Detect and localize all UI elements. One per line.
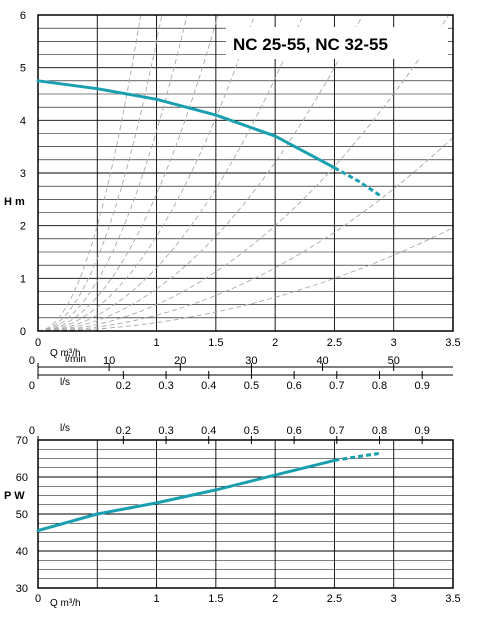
ls-tick-label: 0.7 [329, 425, 344, 437]
x-tick-label: 2 [272, 337, 278, 349]
lmin-tick-label: 20 [174, 355, 186, 367]
head-x-tick-labels: 0 1 1.5 2 2.5 3 3.5 [35, 337, 461, 349]
ls-axis-ticks-bottom: 0 0.2 0.3 0.4 0.5 0.6 0.7 0.8 0.9 [29, 425, 430, 444]
x-tick-label: 2.5 [327, 593, 342, 605]
curve-dashed [334, 451, 383, 462]
ls-tick-label: 0.5 [244, 425, 259, 437]
head-chart-grid [38, 15, 453, 331]
y-tick-label: 60 [16, 472, 28, 484]
head-y-tick-labels: 0 1 2 3 4 5 6 [20, 10, 26, 338]
title-background [226, 27, 448, 59]
curve-dashed [333, 166, 383, 198]
curve-solid [36, 458, 336, 533]
power-y-tick-labels: 30 40 50 60 70 [16, 435, 28, 595]
ls-axis-label-top: l/s [60, 377, 70, 388]
lmin-axis-ticks: 0 10 20 30 40 50 [29, 355, 400, 371]
system-curve [38, 137, 453, 331]
power-x-tick-labels: 0 1 1.5 2 2.5 3 3.5 [35, 593, 461, 605]
system-curve [38, 15, 450, 331]
power-chart-frame [37, 439, 454, 589]
power-curve-group [36, 451, 383, 533]
y-tick-label: 5 [20, 63, 26, 75]
lmin-tick-label: 40 [316, 355, 328, 367]
ls-tick-label: 0.2 [116, 425, 131, 437]
x-tick-label: 1 [154, 337, 160, 349]
system-curve [38, 15, 188, 331]
x-tick-label: 3 [391, 337, 397, 349]
x-tick-label: 3.5 [445, 337, 460, 349]
x-tick-label: 2 [272, 593, 278, 605]
head-chart-frame [37, 14, 454, 332]
ls-tick-label: 0.9 [415, 380, 430, 392]
system-curve [38, 15, 163, 331]
lmin-tick-label: 0 [29, 355, 35, 367]
system-curve [38, 15, 255, 331]
head-axis-label: H m [4, 196, 25, 208]
ls-tick-label: 0.3 [158, 380, 173, 392]
x-tick-label: 0 [35, 593, 41, 605]
x-tick-label: 0 [35, 337, 41, 349]
system-curve [38, 15, 219, 331]
ls-tick-label: 0.4 [201, 425, 216, 437]
y-tick-label: 3 [20, 168, 26, 180]
ls-tick-label: 0.6 [286, 380, 301, 392]
x-tick-label: 2.5 [327, 337, 342, 349]
ls-axis-ticks-top: 0 0.2 0.3 0.4 0.5 0.6 0.7 0.8 0.9 [29, 371, 430, 392]
flow-axis-label: Q m³/h [50, 348, 81, 359]
x-tick-label: 1 [154, 593, 160, 605]
y-tick-label: 1 [20, 273, 26, 285]
ls-tick-label: 0 [29, 425, 35, 437]
head-curve-group [36, 79, 383, 198]
power-chart-grid [38, 440, 453, 588]
x-tick-label: 1.5 [208, 593, 223, 605]
y-tick-label: 50 [16, 509, 28, 521]
ls-tick-label: 0.8 [372, 425, 387, 437]
ls-tick-label: 0.2 [116, 380, 131, 392]
ls-tick-label: 0.5 [244, 380, 259, 392]
y-tick-label: 2 [20, 221, 26, 233]
ls-axis-label-bottom: l/s [60, 423, 70, 434]
x-tick-label: 1.5 [208, 337, 223, 349]
curve-solid [36, 79, 336, 170]
y-tick-label: 70 [16, 435, 28, 447]
ls-tick-label: 0.3 [158, 425, 173, 437]
ls-tick-label: 0 [29, 380, 35, 392]
chart-title: NC 25-55, NC 32-55 [233, 35, 388, 54]
system-curve [38, 15, 142, 331]
ls-tick-label: 0.9 [415, 425, 430, 437]
y-tick-label: 40 [16, 546, 28, 558]
ls-tick-label: 0.6 [286, 425, 301, 437]
y-tick-label: 4 [20, 115, 26, 127]
x-tick-label: 3 [391, 593, 397, 605]
power-axis-label: P W [4, 490, 25, 502]
ls-tick-label: 0.7 [329, 380, 344, 392]
y-tick-label: 30 [16, 583, 28, 595]
lmin-tick-label: 50 [388, 355, 400, 367]
system-curves [38, 15, 453, 331]
ls-tick-label: 0.4 [201, 380, 216, 392]
system-curve [38, 15, 364, 331]
ls-tick-label: 0.8 [372, 380, 387, 392]
y-tick-label: 0 [20, 326, 26, 338]
flow-axis-label-bottom: Q m³/h [50, 598, 81, 609]
lmin-tick-label: 30 [245, 355, 257, 367]
lmin-axis-label: l/min [65, 354, 86, 365]
x-tick-label: 3.5 [445, 593, 460, 605]
y-tick-label: 6 [20, 10, 26, 22]
system-curve [38, 227, 453, 331]
system-curve [38, 15, 304, 331]
lmin-tick-label: 10 [103, 355, 115, 367]
